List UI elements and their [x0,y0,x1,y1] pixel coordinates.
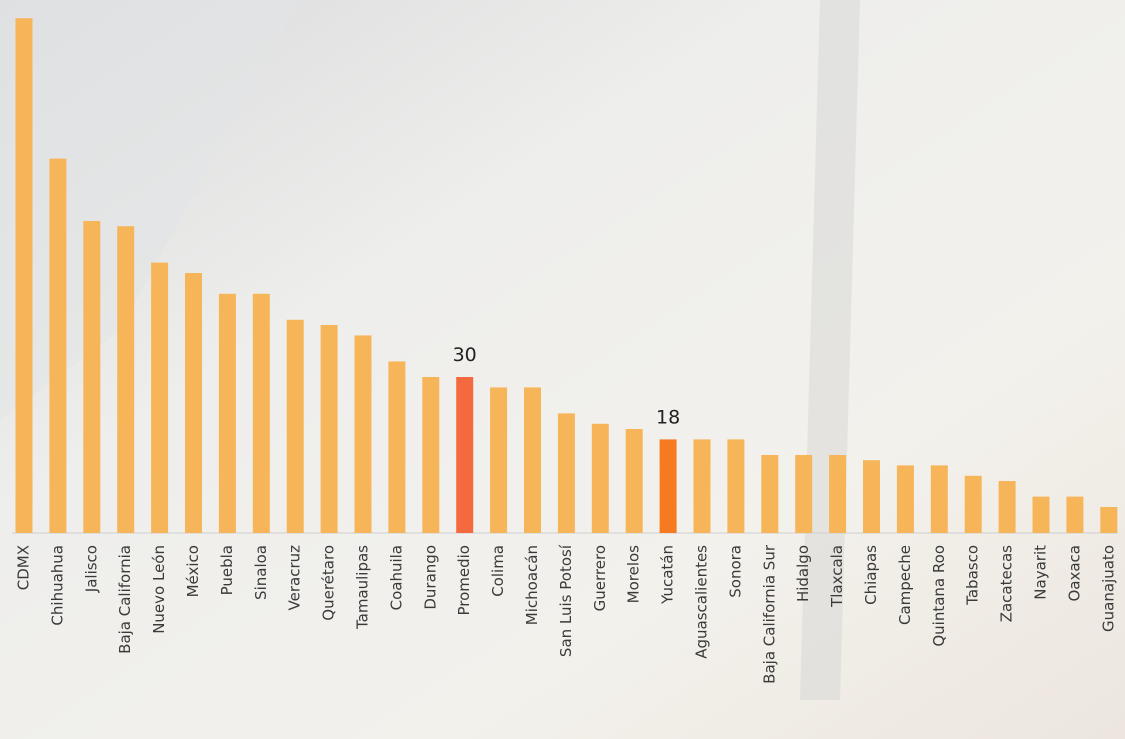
bar [287,320,304,533]
x-tick-label: Morelos [625,545,643,604]
bar [863,460,880,533]
bar [524,387,541,533]
x-tick-label: CDMX [15,545,33,590]
x-tick-label: Baja California Sur [760,544,778,684]
bar [83,221,100,533]
bar [422,377,439,533]
x-tick-label: Zacatecas [998,545,1016,622]
x-tick-label: Yucatán [659,545,677,605]
x-tick-label: Oaxaca [1065,545,1083,602]
bar [219,294,236,533]
x-tick-label: Tabasco [964,545,982,606]
bar [931,465,948,533]
bar [1033,497,1050,533]
page: CDMX Chihuahua Jalisco Baja California Nuevo… [0,0,1125,739]
bar [626,429,643,533]
bar [117,226,134,533]
bar [185,273,202,533]
bar [727,439,744,533]
x-tick-label: Chiapas [862,545,880,605]
bar [388,361,405,533]
x-tick-label: Guerrero [591,545,609,611]
x-tick-label: Aguascalientes [693,545,711,659]
bar [16,18,33,533]
bar [321,325,338,533]
x-tick-label: Chihuahua [48,545,66,626]
x-tick-label: Sonora [726,545,744,598]
x-tick-label: Campeche [896,545,914,625]
bar [456,377,473,533]
bar [965,476,982,533]
x-tick-label: Jalisco [82,545,100,593]
bar [355,335,372,533]
bar [761,455,778,533]
x-tick-label: Guanajuato [1099,545,1117,632]
x-tick-label: Nayarit [1032,545,1050,600]
x-tick-label: Nuevo León [150,545,168,634]
x-tick-label: Baja California [116,545,134,654]
bar [660,439,677,533]
bar [897,465,914,533]
x-tick-label: Hidalgo [794,545,812,602]
x-tick-label: Coahuila [387,545,405,610]
x-tick-label: Veracruz [286,545,304,611]
bar [490,387,507,533]
bar [795,455,812,533]
value-label: 18 [656,406,680,428]
bar [694,439,711,533]
value-label: 30 [453,344,477,366]
x-tick-label: Querétaro [320,545,338,621]
x-tick-label: México [184,545,202,597]
bar [49,159,66,533]
bar [1066,497,1083,533]
x-tick-label: Quintana Roo [930,545,948,647]
bar [592,424,609,533]
x-tick-label: Colima [489,545,507,597]
x-tick-label: Durango [421,545,439,610]
bar [151,263,168,533]
x-tick-label: Promedio [455,545,473,616]
x-tick-label: Michoacán [523,545,541,625]
bar [999,481,1016,533]
x-tick-label: Puebla [218,545,236,595]
x-tick-label: Tlaxcala [828,545,846,608]
chart: CDMX Chihuahua Jalisco Baja California Nuevo… [0,0,1125,739]
bar [253,294,270,533]
x-tick-label: Tamaulipas [354,545,372,630]
bar [829,455,846,533]
x-tick-label: San Luis Potosí [557,544,575,657]
x-tick-label: Sinaloa [252,545,270,600]
bar [1100,507,1117,533]
bar [558,413,575,533]
